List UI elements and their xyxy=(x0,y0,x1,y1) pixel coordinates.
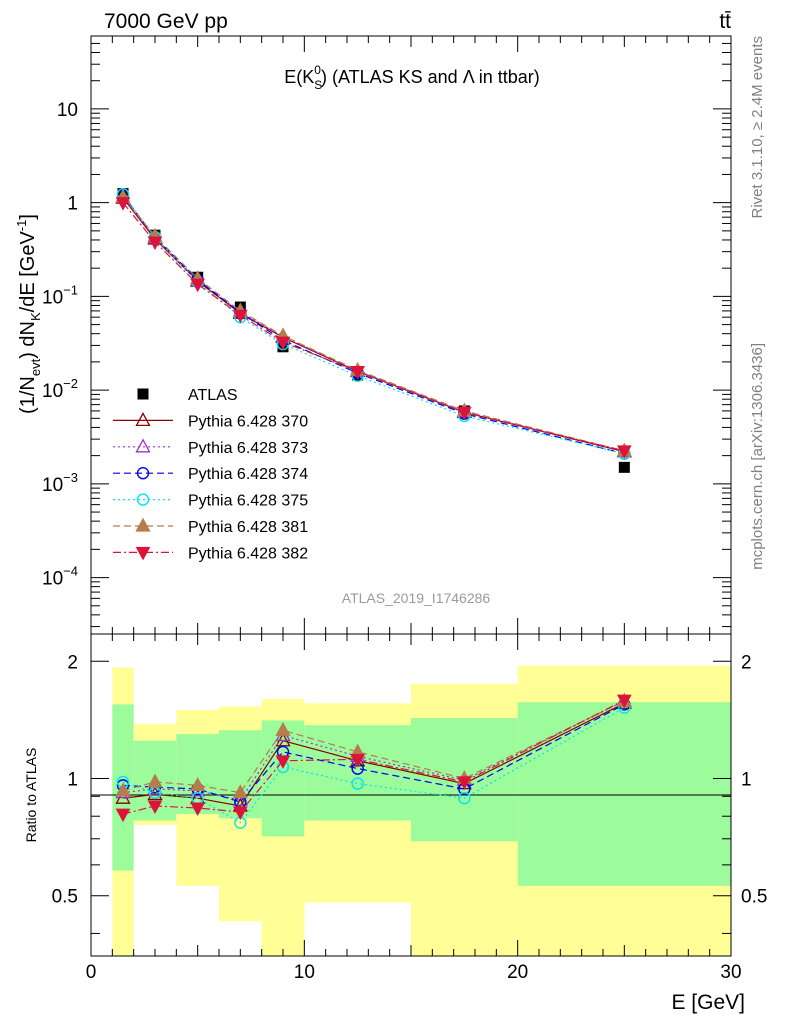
ratio-ytick-label-right: 1 xyxy=(741,769,752,790)
legend-label-p370: Pythia 6.428 370 xyxy=(188,413,308,430)
legend-label-p381: Pythia 6.428 381 xyxy=(188,519,308,536)
ratio-ytick-label-right: 0.5 xyxy=(741,887,767,908)
ratio-xtick-label: 0 xyxy=(86,962,97,983)
ratio-point-p375 xyxy=(351,777,364,790)
main-point-p382 xyxy=(616,445,632,459)
main-line-p382 xyxy=(122,202,625,452)
main-point-p382 xyxy=(115,197,131,211)
ratio-line-p370 xyxy=(122,702,625,807)
legend-marker-p373 xyxy=(135,438,151,453)
main-point-p382 xyxy=(190,278,206,293)
ratio-bands xyxy=(112,665,731,956)
ratio-point-p382 xyxy=(456,776,472,790)
legend-marker-p375 xyxy=(136,493,150,506)
ratio-band-inner xyxy=(517,702,731,886)
main-point-ATLAS xyxy=(618,461,630,473)
ratio-point-p382 xyxy=(190,802,206,817)
legend-label-p375: Pythia 6.428 375 xyxy=(188,493,308,510)
main-line-p375 xyxy=(122,193,625,455)
main-ytick-label: 10−4 xyxy=(42,564,78,590)
ratio-point-p381 xyxy=(190,777,206,792)
ratio-xtick-label: 10 xyxy=(294,962,315,983)
legend-label-p374: Pythia 6.428 374 xyxy=(188,466,308,483)
ratio-ytick-label-right: 2 xyxy=(741,652,752,673)
main-plot-ticks: 10 1 10−1 10−2 10−3 10−4 xyxy=(42,35,732,634)
ratio-plot-data xyxy=(115,692,632,829)
ratio-xtick-label: 30 xyxy=(720,962,741,983)
legend-marker-p382 xyxy=(135,546,151,561)
main-point-p382 xyxy=(456,406,472,421)
ratio-y-axis-title: Ratio to ATLAS xyxy=(23,748,39,843)
ratio-band-inner xyxy=(304,725,411,821)
energy-label: 7000 GeV pp xyxy=(104,10,228,33)
main-point-p382 xyxy=(350,365,366,380)
ratio-point-p375 xyxy=(458,791,471,805)
ratio-line-p375 xyxy=(122,707,625,824)
mcplots-label: mcplots.cern.ch [arXiv:1306.3436] xyxy=(749,343,766,570)
main-line-p374 xyxy=(122,194,625,455)
process-label: tt̄ xyxy=(719,10,731,33)
rivet-label: Rivet 3.1.10, ≥ 2.4M events xyxy=(749,36,766,219)
ratio-ytick-label: 0.5 xyxy=(52,887,78,908)
main-ytick-label: 10−2 xyxy=(42,376,78,402)
ratio-ytick-label: 1 xyxy=(67,769,78,790)
chart-title: E(KS0) (ATLAS KS and Λ in ttbar) xyxy=(284,63,540,92)
main-line-p381 xyxy=(122,196,625,452)
ratio-plot: 0.5 0.51 12 20 10 20 30 Ratio to ATLAS E [GeV] xyxy=(23,633,767,1014)
legend: ATLAS Pythia 6.428 370 Pythia 6.428 373 Pyt… xyxy=(113,387,308,562)
legend-marker-ATLAS xyxy=(137,388,149,400)
ratio-point-p382 xyxy=(115,808,131,823)
ratio-band-inner xyxy=(176,734,219,815)
main-point-p382 xyxy=(275,336,291,351)
main-line-p373 xyxy=(122,196,625,452)
ratio-line-p381 xyxy=(122,700,625,794)
main-ytick-label: 10−1 xyxy=(42,282,78,308)
main-point-p382 xyxy=(147,236,163,251)
ratio-point-p381 xyxy=(147,773,163,788)
ratio-plot-frame xyxy=(90,633,732,957)
ratio-point-p381 xyxy=(275,721,291,736)
main-ytick-label: 10−3 xyxy=(42,470,78,496)
y-axis-title: (1/Nevt) dNK/dE [GeV-1] xyxy=(14,214,43,414)
main-point-p382 xyxy=(232,309,248,324)
main-plot-data xyxy=(115,188,632,473)
ratio-point-p373 xyxy=(232,791,248,806)
ratio-line-p382 xyxy=(122,699,625,815)
ratio-ytick-label: 2 xyxy=(67,652,78,673)
ratio-point-p382 xyxy=(275,755,291,769)
legend-label-p382: Pythia 6.428 382 xyxy=(188,545,308,562)
ratio-xtick-label: 20 xyxy=(507,962,528,983)
ratio-point-p382 xyxy=(616,694,632,709)
ratio-point-p381 xyxy=(232,784,248,799)
legend-marker-p381 xyxy=(135,517,151,532)
main-ytick-label: 10 xyxy=(57,100,78,121)
legend-marker-p374 xyxy=(136,467,150,480)
main-ytick-label: 1 xyxy=(67,194,78,215)
x-axis-title: E [GeV] xyxy=(671,991,745,1014)
ratio-point-p382 xyxy=(350,753,366,768)
analysis-watermark: ATLAS_2019_I1746286 xyxy=(342,590,491,606)
main-plot: 10 1 10−1 10−2 10−3 10−4 E(KS0) (ATLAS KS and… xyxy=(14,35,732,635)
legend-label-p373: Pythia 6.428 373 xyxy=(188,440,308,457)
legend-marker-p370 xyxy=(135,412,151,427)
legend-label-ATLAS: ATLAS xyxy=(188,387,238,404)
ratio-point-p382 xyxy=(147,800,163,815)
ratio-point-p381 xyxy=(115,782,131,797)
ratio-point-p382 xyxy=(232,806,248,821)
